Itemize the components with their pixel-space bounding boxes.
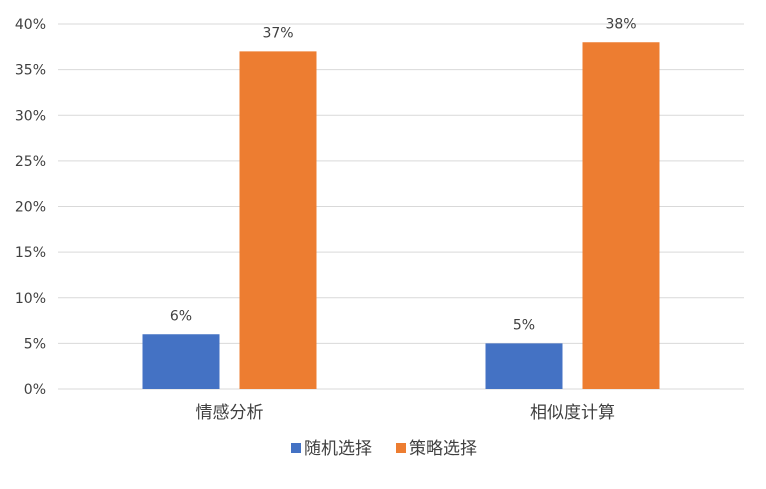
x-axis: 情感分析 相似度计算 bbox=[196, 403, 616, 423]
y-tick-label: 40% bbox=[15, 17, 46, 33]
legend-swatch bbox=[291, 443, 301, 453]
bar bbox=[582, 42, 660, 389]
x-tick-label: 情感分析 bbox=[196, 403, 264, 423]
bar bbox=[142, 334, 220, 389]
bar bbox=[239, 51, 317, 389]
y-tick-label: 5% bbox=[24, 336, 46, 352]
y-tick-label: 10% bbox=[15, 291, 46, 307]
y-tick-label: 35% bbox=[15, 63, 46, 79]
legend-entry: 策略选择 bbox=[409, 439, 477, 459]
data-label: 6% bbox=[170, 308, 192, 324]
y-tick-label: 0% bbox=[24, 382, 46, 398]
bar bbox=[485, 343, 563, 389]
data-label: 37% bbox=[262, 25, 293, 41]
data-label: 38% bbox=[605, 16, 636, 32]
y-tick-label: 20% bbox=[15, 200, 46, 216]
legend-swatch bbox=[396, 443, 406, 453]
y-axis: 0% 5% 10% 15% 20% 25% 30% 35% 40% bbox=[15, 17, 46, 398]
bars bbox=[142, 42, 660, 389]
data-label: 5% bbox=[513, 317, 535, 333]
data-labels: 6% 37% 5% 38% bbox=[170, 16, 637, 333]
y-tick-label: 15% bbox=[15, 245, 46, 261]
y-tick-label: 25% bbox=[15, 154, 46, 170]
legend: 随机选择 策略选择 bbox=[291, 439, 477, 459]
y-tick-label: 30% bbox=[15, 108, 46, 124]
legend-entry: 随机选择 bbox=[304, 439, 372, 459]
x-tick-label: 相似度计算 bbox=[530, 403, 615, 423]
